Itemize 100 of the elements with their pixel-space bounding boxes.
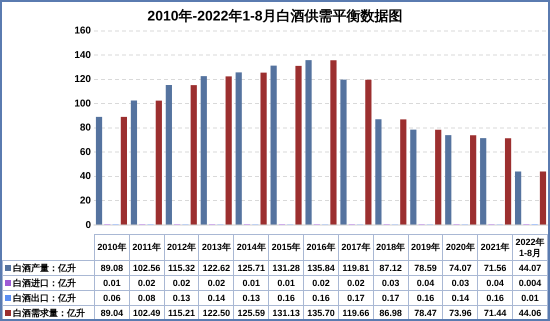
data-label: 135.84 [304, 260, 338, 276]
y-tick-label: 100 [74, 98, 92, 110]
data-label: 0.01 [268, 276, 304, 290]
data-label: 0.02 [304, 276, 338, 290]
legend-label: 白酒进口：亿升 [2, 276, 94, 290]
bar [130, 100, 138, 224]
data-label: 0.004 [512, 276, 548, 290]
data-label: 0.01 [512, 290, 548, 306]
data-label: 0.02 [338, 276, 374, 290]
bar [375, 119, 382, 224]
data-label: 78.59 [408, 260, 443, 276]
data-label: 86.98 [373, 306, 408, 320]
bar [120, 116, 128, 224]
x-tick-label: 2022年1-8月 [512, 234, 548, 260]
data-label: 0.03 [373, 276, 408, 290]
y-tick-label: 40 [80, 171, 92, 182]
data-label: 122.50 [198, 306, 234, 320]
data-label: 0.01 [94, 276, 130, 290]
data-label: 0.16 [478, 290, 513, 306]
x-tick-label: 2012年 [164, 234, 199, 260]
bar [504, 138, 512, 224]
bar [365, 80, 372, 224]
x-tick-label: 2020年 [442, 234, 478, 260]
data-label: 125.59 [234, 306, 269, 320]
data-label: 0.02 [198, 276, 234, 290]
data-label: 122.62 [198, 260, 234, 276]
bar [435, 130, 442, 224]
legend-label: 白酒产量：亿升 [2, 260, 94, 276]
data-label: 73.96 [442, 306, 478, 320]
data-label: 131.28 [268, 260, 304, 276]
bar [226, 76, 232, 224]
data-label: 44.06 [512, 306, 548, 320]
data-label: 119.81 [338, 260, 374, 276]
bar [200, 76, 207, 224]
bar [96, 116, 102, 224]
y-tick-label: 120 [74, 74, 92, 86]
data-label: 89.04 [94, 306, 130, 320]
bar [514, 172, 522, 224]
data-label: 0.14 [198, 290, 234, 306]
data-label: 0.02 [129, 276, 164, 290]
x-tick-label: 2015年 [268, 234, 304, 260]
bar [540, 172, 546, 224]
data-label: 115.32 [164, 260, 199, 276]
data-label: 0.17 [338, 290, 374, 306]
data-label: 0.14 [442, 290, 478, 306]
data-label: 119.66 [338, 306, 374, 320]
data-label: 0.17 [373, 290, 408, 306]
data-label: 0.02 [164, 276, 199, 290]
data-label: 74.07 [442, 260, 478, 276]
bar [270, 66, 277, 224]
bar [190, 85, 197, 224]
y-tick-label: 20 [80, 195, 92, 206]
bar [470, 135, 476, 224]
bar [445, 135, 452, 224]
x-tick-label: 2019年 [408, 234, 443, 260]
bar [236, 72, 242, 224]
bar [260, 72, 267, 224]
y-tick-label: 160 [74, 26, 92, 37]
data-label: 125.71 [234, 260, 269, 276]
legend-label: 白酒需求量：亿升 [2, 306, 94, 320]
bar [305, 60, 312, 224]
data-label: 89.08 [94, 260, 130, 276]
data-label: 135.70 [304, 306, 338, 320]
y-tick-label: 140 [74, 50, 92, 61]
data-label: 0.08 [129, 290, 164, 306]
data-label: 131.13 [268, 306, 304, 320]
x-tick-label: 2016年 [304, 234, 338, 260]
data-label: 0.13 [234, 290, 269, 306]
bar [340, 80, 347, 224]
x-tick-label: 2014年 [234, 234, 269, 260]
bar [295, 66, 302, 224]
data-label: 71.56 [478, 260, 513, 276]
x-tick-label: 2010年 [94, 234, 130, 260]
data-label: 0.04 [478, 276, 513, 290]
data-label: 102.56 [129, 260, 164, 276]
data-label: 0.16 [304, 290, 338, 306]
data-label: 0.01 [234, 276, 269, 290]
x-tick-label: 2021年 [478, 234, 513, 260]
bar [166, 85, 172, 224]
y-tick-label: 80 [80, 122, 92, 134]
bar [480, 138, 486, 224]
chart-title: 2010年-2022年1-8月白酒供需平衡数据图 [147, 7, 403, 24]
bar [400, 119, 406, 224]
y-tick-label: 0 [85, 220, 92, 231]
x-tick-label: 2011年 [129, 234, 164, 260]
x-tick-label: 2017年 [338, 234, 374, 260]
data-label: 0.16 [408, 290, 443, 306]
bar [410, 130, 416, 224]
data-label: 87.12 [373, 260, 408, 276]
x-tick-label: 2013年 [198, 234, 234, 260]
data-label: 44.07 [512, 260, 548, 276]
data-label: 102.49 [129, 306, 164, 320]
data-label: 71.44 [478, 306, 513, 320]
data-label: 0.06 [94, 290, 130, 306]
bar [156, 100, 162, 224]
y-tick-label: 60 [80, 146, 92, 158]
data-label: 78.47 [408, 306, 443, 320]
data-label: 0.13 [164, 290, 199, 306]
data-label: 0.03 [442, 276, 478, 290]
data-label: 0.16 [268, 290, 304, 306]
